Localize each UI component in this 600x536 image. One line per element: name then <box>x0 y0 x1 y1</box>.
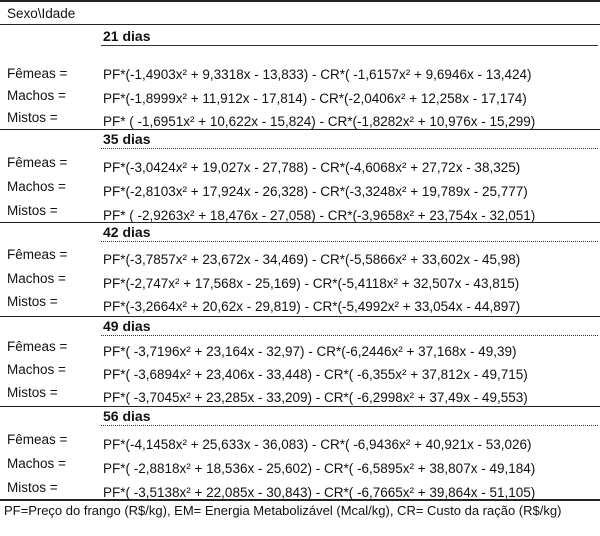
row-sex-label: Fêmeas = <box>7 247 68 262</box>
row-formula: PF*( -2,8818x² + 18,536x - 25,602) - CR*… <box>103 461 536 476</box>
age-rule <box>101 241 598 242</box>
age-rule <box>101 148 598 149</box>
row-formula: PF*( -3,6894x² + 23,406x - 33,448) - CR*… <box>103 367 528 382</box>
row-sex-label: Machos = <box>7 456 66 471</box>
row-sex-label: Machos = <box>7 362 66 377</box>
row-sex-label: Fêmeas = <box>7 432 68 447</box>
age-rule <box>101 45 598 46</box>
row-formula: PF*(-2,8103x² + 17,924x - 26,328) - CR*(… <box>103 184 528 199</box>
row-formula: PF*(-1,8999x² + 11,912x - 17,814) - CR*(… <box>103 91 527 106</box>
section-age-49: 49 dias <box>103 318 151 334</box>
section-rule <box>0 222 600 223</box>
section-age-56: 56 dias <box>103 408 151 424</box>
section-rule <box>0 316 600 317</box>
section-rule <box>0 129 600 130</box>
table-header: Sexo\Idade <box>7 6 76 21</box>
row-formula: PF* ( -2,9263x² + 18,476x - 27,058) - CR… <box>103 208 536 223</box>
row-sex-label: Mistos = <box>7 110 58 125</box>
age-rule <box>101 425 598 426</box>
row-sex-label: Machos = <box>7 271 66 286</box>
row-formula: PF*(-2,747x² + 17,568x - 25,169) - CR*(-… <box>103 276 520 291</box>
row-formula: PF*( -3,7045x² + 23,285x - 33,209) - CR*… <box>103 390 528 405</box>
table-footnote: PF=Preço do frango (R$/kg), EM= Energia … <box>4 503 562 518</box>
bottom-rule <box>0 499 600 501</box>
row-sex-label: Machos = <box>7 179 66 194</box>
row-formula: PF*( -3,7196x² + 23,164x - 32,97) - CR*(… <box>103 344 517 359</box>
row-sex-label: Mistos = <box>7 480 58 495</box>
row-sex-label: Machos = <box>7 88 66 103</box>
header-rule <box>0 24 600 25</box>
age-rule <box>101 335 598 336</box>
row-formula: PF*( -3,5138x² + 22,085x - 30,843) - CR*… <box>103 485 536 500</box>
section-age-35: 35 dias <box>103 131 151 147</box>
row-sex-label: Mistos = <box>7 294 58 309</box>
row-formula: PF* ( -1,6951x² + 10,622x - 15,824) - CR… <box>103 114 536 129</box>
section-rule <box>0 406 600 407</box>
row-sex-label: Fêmeas = <box>7 66 68 81</box>
section-age-42: 42 dias <box>103 224 151 240</box>
row-sex-label: Fêmeas = <box>7 155 68 170</box>
row-sex-label: Mistos = <box>7 203 58 218</box>
row-formula: PF*(-4,1458x² + 25,633x - 36,083) - CR*(… <box>103 437 532 452</box>
row-formula: PF*(-3,0424x² + 19,027x - 27,788) - CR*(… <box>103 160 521 175</box>
row-sex-label: Fêmeas = <box>7 339 68 354</box>
row-formula: PF*(-3,2664x² + 20,62x - 29,819) - CR*(-… <box>103 299 521 314</box>
row-sex-label: Mistos = <box>7 385 58 400</box>
section-age-21: 21 dias <box>103 28 151 44</box>
row-formula: PF*(-3,7857x² + 23,672x - 34,469) - CR*(… <box>103 252 521 267</box>
top-rule <box>0 0 600 2</box>
row-formula: PF*(-1,4903x² + 9,3318x - 13,833) - CR*(… <box>103 67 532 82</box>
